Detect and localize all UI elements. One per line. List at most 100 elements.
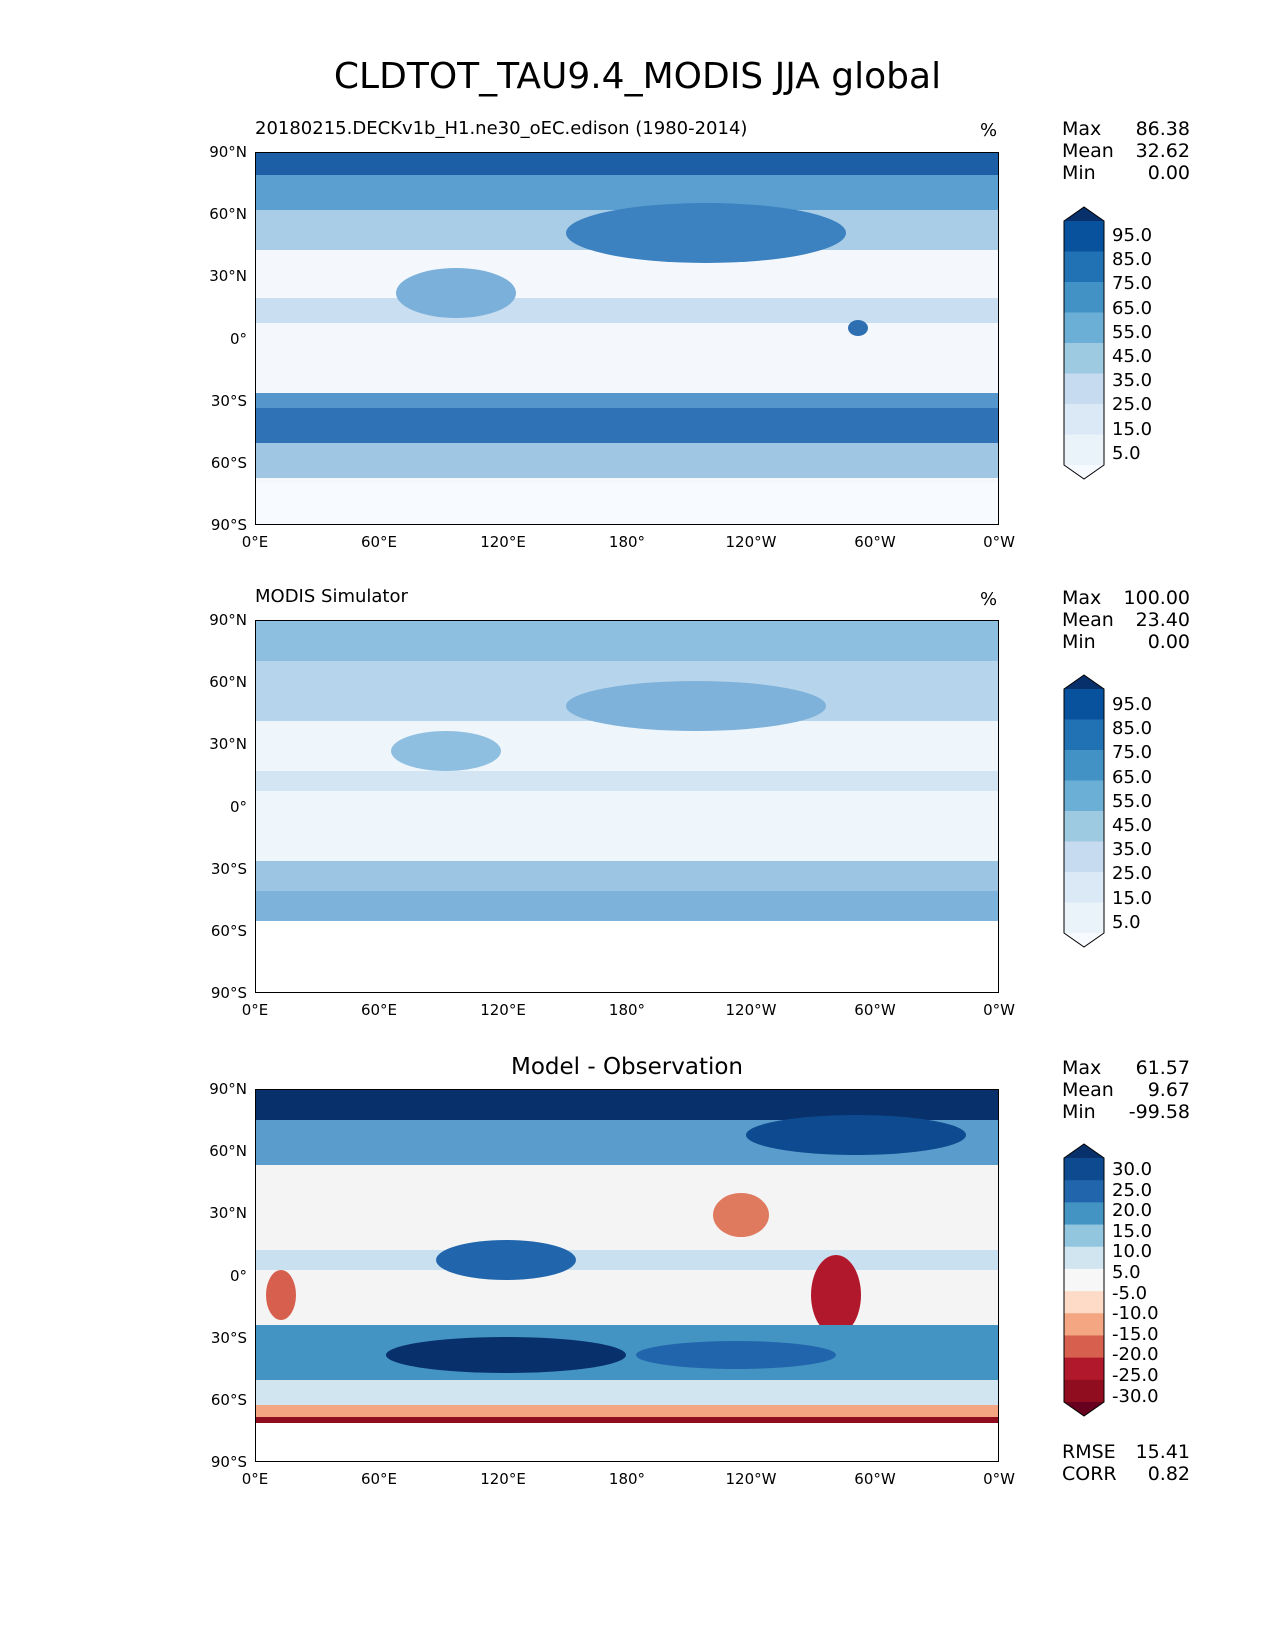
colorbar-tick-label: 10.0 <box>1112 1241 1153 1263</box>
colorbar-tick-label: -25.0 <box>1112 1365 1159 1386</box>
colorbar-tick-label: -5.0 <box>1112 1282 1148 1304</box>
lat-tick-label: 60°S <box>210 453 247 472</box>
colorbar-tick-label: 25.0 <box>1112 863 1153 885</box>
colorbar-segment <box>1064 872 1104 903</box>
colorbar-tick-label: 85.0 <box>1112 249 1153 271</box>
lon-tick-label: 60°E <box>360 1470 398 1488</box>
colorbar-segment <box>1064 343 1104 374</box>
panel-test-model: 20180215.DECKv1b_H1.ne30_oEC.edison (198… <box>0 0 1275 525</box>
colorbar-tick-label: 95.0 <box>1112 694 1153 715</box>
colorbar-segment <box>1064 1335 1104 1359</box>
lat-tick-label: 90°S <box>210 516 247 534</box>
colorbar-segment <box>1064 719 1104 751</box>
colorbar-tick-label: 30.0 <box>1112 1159 1153 1180</box>
lat-tick-label: 60°N <box>209 673 247 692</box>
lat-tick-label: 60°N <box>209 1142 247 1161</box>
colorbar-outline <box>1063 206 1105 480</box>
colorbar-segment <box>1064 282 1104 313</box>
colorbar-segment <box>1064 750 1104 781</box>
panel-title-left: 20180215.DECKv1b_H1.ne30_oEC.edison (198… <box>255 118 748 139</box>
field-map-test <box>256 153 998 524</box>
colorbar-segment <box>1064 1224 1104 1248</box>
lon-tick-label: 120°E <box>480 533 526 551</box>
colorbar-tick-label: 95.0 <box>1112 225 1153 246</box>
lon-tick-label: 60°W <box>854 533 896 551</box>
lat-tick-label: 30°S <box>210 391 247 410</box>
colorbar-segment <box>1064 434 1104 466</box>
panel-difference: Model - Observation Max 61.57 Mean 9.67 Mi… <box>0 0 1275 1485</box>
field-map-difference <box>256 1090 998 1461</box>
colorbar-segment <box>1064 1246 1104 1270</box>
lon-tick-label: 0°W <box>983 1001 1015 1019</box>
panel-reference: MODIS Simulator % Max 100.00 Mean 23.40 Mi… <box>0 0 1275 993</box>
lon-tick-label: 0°W <box>983 1470 1015 1488</box>
colorbar-tick-label: 85.0 <box>1112 718 1153 740</box>
lat-tick-label: 60°S <box>210 1390 247 1409</box>
lon-tick-label: 120°E <box>480 1001 526 1019</box>
lat-tick-label: 90°N <box>209 1080 247 1098</box>
colorbar-tick-label: 35.0 <box>1112 839 1153 861</box>
colorbar-tick-label: 45.0 <box>1112 346 1153 367</box>
lon-tick-label: 120°W <box>725 1470 777 1488</box>
colorbar-tick-label: 65.0 <box>1112 766 1153 788</box>
colorbar-tick-label: 20.0 <box>1112 1200 1153 1222</box>
lon-tick-label: 180° <box>608 533 646 551</box>
colorbar-segment <box>1064 1379 1104 1403</box>
colorbar-tick-label: 5.0 <box>1112 442 1141 464</box>
colorbar-tick-label: 35.0 <box>1112 370 1153 392</box>
colorbar-tick-label: 55.0 <box>1112 321 1153 343</box>
colorbar-test <box>1063 206 1105 480</box>
colorbar-extend-bottom <box>1064 1402 1104 1416</box>
colorbar-tick-label: 25.0 <box>1112 1179 1153 1201</box>
colorbar-segment <box>1064 373 1104 405</box>
lat-tick-label: 0° <box>229 797 247 816</box>
colorbar-segment <box>1064 689 1104 720</box>
lon-tick-label: 0°E <box>241 1001 269 1019</box>
colorbar-segment <box>1064 1202 1104 1226</box>
lat-tick-label: 30°N <box>209 267 247 286</box>
lon-tick-label: 60°W <box>854 1001 896 1019</box>
colorbar-extend-top <box>1064 1144 1104 1158</box>
colorbar-segment <box>1064 251 1104 283</box>
colorbar-segment <box>1064 221 1104 252</box>
colorbar-tick-label: 75.0 <box>1112 742 1153 764</box>
lat-tick-label: 0° <box>229 329 247 348</box>
colorbar-tick-label: 65.0 <box>1112 297 1153 319</box>
colorbar-reference <box>1063 674 1105 948</box>
lat-tick-label: 90°N <box>209 611 247 629</box>
lat-tick-label: 30°S <box>210 859 247 878</box>
colorbar-segment <box>1064 811 1104 842</box>
lon-tick-label: 60°E <box>360 1001 398 1019</box>
colorbar-tick-label: -10.0 <box>1112 1303 1159 1325</box>
colorbar-outline <box>1063 1143 1105 1417</box>
colorbar-tick-label: -20.0 <box>1112 1344 1159 1366</box>
colorbar-extend-bottom <box>1064 465 1104 479</box>
colorbar-segment <box>1064 902 1104 934</box>
colorbar-tick-label: 15.0 <box>1112 887 1153 909</box>
colorbar-segment <box>1064 404 1104 435</box>
colorbar-tick-label: -30.0 <box>1112 1385 1159 1407</box>
colorbar-tick-label: -15.0 <box>1112 1323 1159 1345</box>
colorbar-tick-label: 5.0 <box>1112 911 1141 933</box>
lat-tick-label: 30°S <box>210 1328 247 1347</box>
lon-tick-label: 120°W <box>725 533 777 551</box>
colorbar-tick-label: 25.0 <box>1112 394 1153 416</box>
lat-tick-label: 60°N <box>209 205 247 224</box>
colorbar-difference <box>1063 1143 1105 1417</box>
lon-tick-label: 0°E <box>241 533 269 551</box>
colorbar-segment <box>1064 1180 1104 1203</box>
lon-tick-label: 180° <box>608 1470 646 1488</box>
map-plot-reference <box>255 620 999 993</box>
colorbar-tick-label: 75.0 <box>1112 273 1153 295</box>
panel-units: % <box>980 589 998 610</box>
colorbar-extend-top <box>1064 207 1104 221</box>
lat-tick-label: 0° <box>229 1266 247 1285</box>
lat-tick-label: 30°N <box>209 1204 247 1223</box>
map-plot-difference <box>255 1089 999 1462</box>
lat-tick-label: 60°S <box>210 921 247 940</box>
lat-tick-label: 30°N <box>209 735 247 754</box>
colorbar-tick-label: 55.0 <box>1112 790 1153 812</box>
colorbar-segment <box>1064 1158 1104 1181</box>
lat-tick-label: 90°S <box>210 984 247 1002</box>
colorbar-extend-top <box>1064 675 1104 689</box>
